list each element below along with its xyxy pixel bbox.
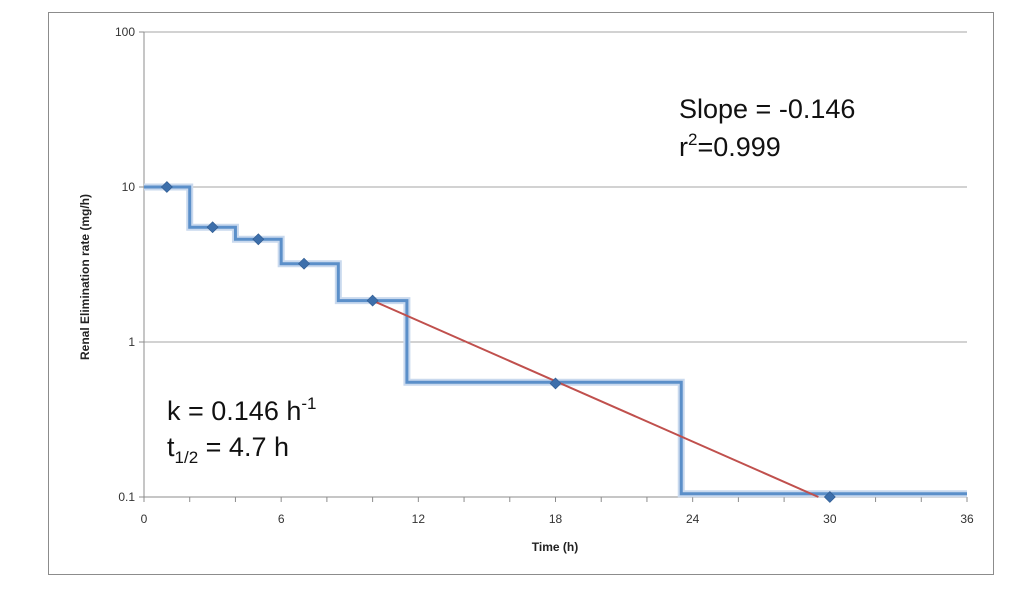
tick-labels: 0.1 1 10 100 0 6 12 18 24 30 36 <box>115 25 974 526</box>
x-tick-label: 30 <box>823 512 837 526</box>
x-tick-label: 0 <box>141 512 148 526</box>
x-tick-label: 6 <box>278 512 285 526</box>
data-point <box>298 257 310 270</box>
y-tick-label: 1 <box>128 335 135 349</box>
x-tick-label: 12 <box>412 512 426 526</box>
y-tick-label: 100 <box>115 25 135 39</box>
elimination-rate-chart: 0.1 1 10 100 0 6 12 18 24 30 36 Time (h) Renal Eli… <box>78 25 974 554</box>
series <box>144 181 967 503</box>
chart-frame: 0.1 1 10 100 0 6 12 18 24 30 36 Time (h) Renal Eli… <box>48 12 994 575</box>
k-annotation: k = 0.146 h-1 <box>167 394 316 426</box>
data-point <box>823 491 836 503</box>
data-point <box>206 221 219 234</box>
data-point <box>366 294 379 307</box>
data-point <box>252 233 265 246</box>
slope-annotation: Slope = -0.146 <box>679 94 855 124</box>
regression-line <box>372 299 819 498</box>
data-point <box>160 181 173 193</box>
y-axis-title: Renal Elimination rate (mg/h) <box>78 194 92 360</box>
x-axis-title: Time (h) <box>532 540 578 554</box>
y-tick-label: 10 <box>122 180 136 194</box>
y-tick-label: 0.1 <box>118 490 135 504</box>
half-life-annotation: t1/2 = 4.7 h <box>167 432 289 467</box>
data-point <box>549 377 562 390</box>
x-tick-label: 36 <box>960 512 974 526</box>
x-tick-label: 24 <box>686 512 700 526</box>
x-tick-label: 18 <box>549 512 563 526</box>
r-squared-annotation: r2=0.999 <box>679 130 781 162</box>
gridlines <box>144 31 967 343</box>
